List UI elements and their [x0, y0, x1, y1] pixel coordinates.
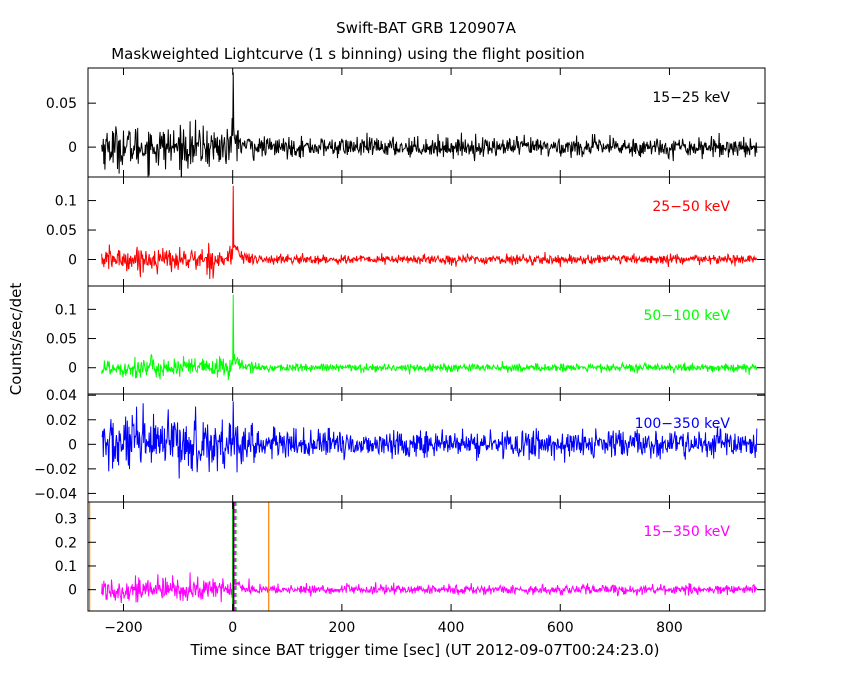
x-tick-label: 200 [329, 620, 356, 636]
y-tick-label: −0.02 [34, 462, 77, 478]
x-tick-label: 400 [438, 620, 465, 636]
y-tick-label: 0 [68, 583, 77, 599]
x-axis-label: Time since BAT trigger time [sec] (UT 20… [190, 641, 660, 659]
y-tick-label: 0 [68, 140, 77, 156]
panel-frame-2 [87, 176, 766, 287]
x-tick-label: −200 [104, 620, 142, 636]
series-line-1 [101, 72, 758, 177]
y-tick-label: 0 [68, 361, 77, 377]
x-tick-label: 0 [228, 620, 237, 636]
series-line-3 [101, 294, 758, 381]
y-tick-label: 0.05 [46, 332, 77, 348]
y-tick-label: 0.1 [55, 302, 77, 318]
chart-title: Swift-BAT GRB 120907A [336, 19, 516, 37]
series-name-5: 15−350 keV [643, 524, 730, 540]
y-tick-label: 0.1 [55, 194, 77, 210]
panel-frame-5 [87, 501, 766, 612]
panel-4: −0.04 −0.02 0 0.02 0.04 100−350 keV [34, 388, 766, 503]
y-tick-label: −0.04 [34, 486, 77, 502]
panel-3: 0 0.05 0.1 50−100 keV [46, 285, 766, 395]
series-name-4: 100−350 keV [635, 416, 731, 432]
series-name-1: 15−25 keV [652, 90, 730, 106]
series-line-5 [101, 502, 758, 604]
panel-5: 0 0.1 0.2 0.3 15−350 keV [55, 501, 766, 612]
y-tick-label: 0 [68, 437, 77, 453]
series-name-2: 25−50 keV [652, 199, 730, 215]
panel-frame-3 [87, 285, 766, 395]
x-tick-label: 800 [656, 620, 683, 636]
y-tick-label: 0.05 [46, 223, 77, 239]
y-tick-label: 0.2 [55, 535, 77, 551]
series-line-4 [101, 401, 758, 479]
y-tick-label: 0 [68, 252, 77, 268]
y-tick-label: 0.1 [55, 559, 77, 575]
y-tick-label: 0.3 [55, 512, 77, 528]
chart-subtitle: Maskweighted Lightcurve (1 s binning) us… [111, 45, 585, 63]
series-name-3: 50−100 keV [643, 308, 730, 324]
panel-2: 0 0.05 0.1 25−50 keV [46, 176, 766, 287]
panels-layer: 0 0.05 15−25 keV 0 0.05 0.1 25−50 keV 0 0.05 0.1 5… [34, 67, 766, 636]
panel-1: 0 0.05 15−25 keV [46, 67, 766, 178]
y-tick-label: 0.05 [46, 96, 77, 112]
y-axis-label: Counts/sec/det [7, 283, 25, 396]
series-line-2 [101, 185, 758, 280]
y-tick-label: 0.04 [46, 388, 77, 404]
y-tick-label: 0.02 [46, 413, 77, 429]
x-tick-label: 600 [547, 620, 574, 636]
panel-frame-1 [87, 67, 766, 178]
